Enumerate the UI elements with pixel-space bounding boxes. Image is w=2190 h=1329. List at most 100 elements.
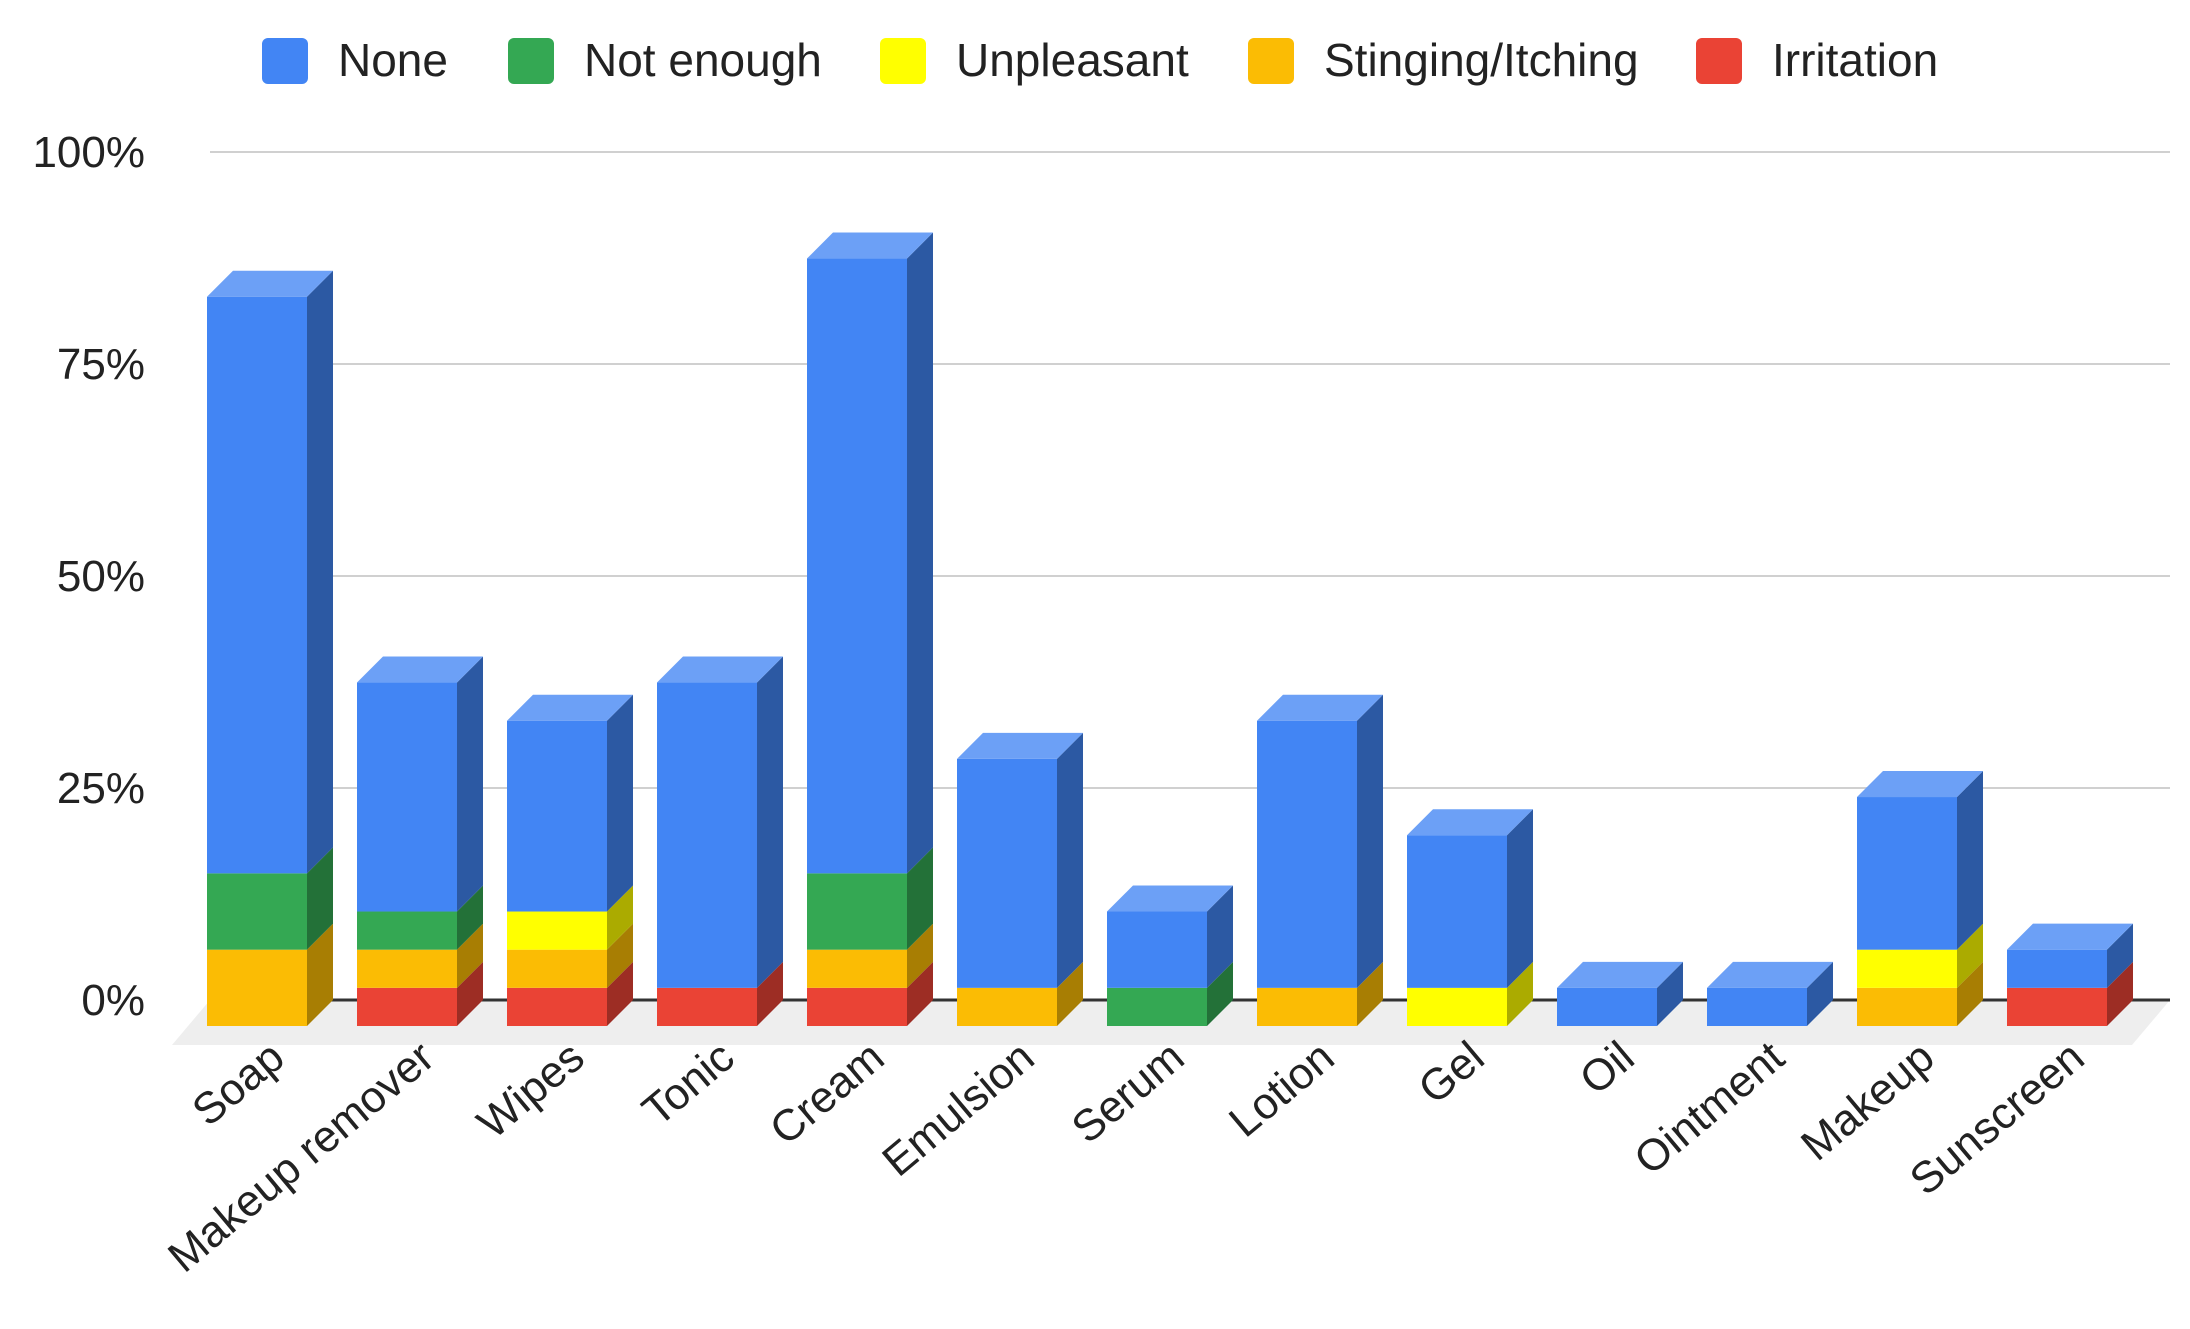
legend-item-unpleasant: Unpleasant bbox=[880, 34, 1189, 86]
bar-segment-unpleasant bbox=[1857, 949, 1957, 988]
bar-top-none bbox=[1557, 961, 1683, 988]
bar-segment-unpleasant bbox=[1407, 987, 1507, 1026]
y-tick-label: 0% bbox=[81, 976, 145, 1025]
bar-group-cream bbox=[807, 232, 933, 1026]
bar-top-none bbox=[507, 694, 633, 721]
bar-top-none bbox=[2007, 923, 2133, 950]
x-tick-label: Serum bbox=[1063, 1032, 1194, 1153]
bar-segment-stinging-itching bbox=[357, 949, 457, 988]
bar-side-stinging-itching bbox=[907, 923, 933, 988]
y-tick-label: 75% bbox=[57, 340, 145, 389]
bar-segment-irritation bbox=[507, 987, 607, 1026]
bar-segment-none bbox=[1107, 911, 1207, 988]
bar-group-wipes bbox=[507, 694, 633, 1026]
bar-segment-stinging-itching bbox=[1257, 987, 1357, 1026]
legend-swatch bbox=[880, 38, 926, 84]
bar-segment-none bbox=[207, 296, 307, 874]
bar-segment-none bbox=[1707, 987, 1807, 1026]
bar-top-none bbox=[1857, 771, 1983, 798]
y-axis-ticks: 0% 25% 50% 75% 100% bbox=[32, 128, 145, 1025]
y-tick-label: 25% bbox=[57, 764, 145, 813]
bar-side-none bbox=[607, 694, 633, 912]
bar-segment-irritation bbox=[2007, 987, 2107, 1026]
bar-side-none bbox=[1957, 771, 1983, 950]
bar-segment-none bbox=[807, 258, 907, 874]
bar-segment-none bbox=[2007, 949, 2107, 988]
bar-side-none bbox=[2107, 923, 2133, 988]
bar-side-none bbox=[757, 656, 783, 988]
bar-segment-irritation bbox=[357, 987, 457, 1026]
legend-swatch bbox=[508, 38, 554, 84]
legend-label: Not enough bbox=[584, 34, 822, 86]
bar-side-stinging-itching bbox=[457, 923, 483, 988]
bar-side-stinging-itching bbox=[607, 923, 633, 988]
bar-segment-stinging-itching bbox=[1857, 987, 1957, 1026]
bar-side-unpleasant bbox=[1957, 923, 1983, 988]
bar-side-unpleasant bbox=[607, 885, 633, 950]
bar-top-none bbox=[1107, 885, 1233, 912]
bar-side-irritation bbox=[907, 961, 933, 1026]
legend-label: None bbox=[338, 34, 448, 86]
bar-segment-stinging-itching bbox=[507, 949, 607, 988]
bar-side-none bbox=[1507, 809, 1533, 988]
bar-segment-none bbox=[1557, 987, 1657, 1026]
legend-swatch bbox=[1248, 38, 1294, 84]
bar-segment-irritation bbox=[657, 987, 757, 1026]
legend-item-none: None bbox=[262, 34, 448, 86]
bar-top-none bbox=[657, 656, 783, 683]
y-tick-label: 100% bbox=[32, 128, 145, 177]
legend-item-irritation: Irritation bbox=[1696, 34, 1938, 86]
bar-side-none bbox=[1057, 732, 1083, 988]
bar-segment-not-enough bbox=[357, 911, 457, 950]
bar-segment-stinging-itching bbox=[957, 987, 1057, 1026]
bars bbox=[207, 232, 2133, 1026]
legend-swatch bbox=[262, 38, 308, 84]
bar-side-stinging-itching bbox=[1057, 961, 1083, 1026]
legend: None Not enough Unpleasant Stinging/Itching… bbox=[262, 34, 1938, 86]
bar-segment-none bbox=[507, 720, 607, 912]
bar-side-not-enough bbox=[1207, 961, 1233, 1026]
x-tick-label: Soap bbox=[183, 1032, 293, 1136]
bar-group-makeup-remover bbox=[357, 656, 483, 1026]
legend-label: Irritation bbox=[1772, 34, 1938, 86]
bar-group-soap bbox=[207, 270, 333, 1026]
bar-group-emulsion bbox=[957, 732, 1083, 1026]
x-tick-label: Cream bbox=[761, 1032, 894, 1154]
legend-label: Stinging/Itching bbox=[1324, 34, 1639, 86]
bar-top-none bbox=[1707, 961, 1833, 988]
bar-side-irritation bbox=[2107, 961, 2133, 1026]
bar-group-lotion bbox=[1257, 694, 1383, 1026]
legend-swatch bbox=[1696, 38, 1742, 84]
bar-side-irritation bbox=[607, 961, 633, 1026]
bar-side-none bbox=[1807, 961, 1833, 1026]
bar-group-ointment bbox=[1707, 961, 1833, 1026]
bar-group-makeup bbox=[1857, 771, 1983, 1026]
bar-segment-unpleasant bbox=[507, 911, 607, 950]
bar-group-oil bbox=[1557, 961, 1683, 1026]
bar-side-none bbox=[1357, 694, 1383, 988]
bar-group-gel bbox=[1407, 809, 1533, 1026]
x-tick-label: Ointment bbox=[1625, 1032, 1793, 1184]
bar-segment-none bbox=[1407, 835, 1507, 988]
bar-segment-not-enough bbox=[207, 873, 307, 950]
bar-top-none bbox=[957, 732, 1083, 759]
bar-side-irritation bbox=[757, 961, 783, 1026]
bar-side-none bbox=[1657, 961, 1683, 1026]
bar-side-stinging-itching bbox=[1957, 961, 1983, 1026]
bar-side-none bbox=[307, 270, 333, 874]
bar-side-irritation bbox=[457, 961, 483, 1026]
bar-side-stinging-itching bbox=[1357, 961, 1383, 1026]
legend-item-not-enough: Not enough bbox=[508, 34, 822, 86]
bar-side-not-enough bbox=[907, 847, 933, 950]
x-tick-label: Emulsion bbox=[873, 1032, 1043, 1186]
bar-segment-none bbox=[657, 682, 757, 988]
bar-top-none bbox=[1407, 809, 1533, 836]
x-tick-label: Lotion bbox=[1220, 1032, 1343, 1147]
bar-top-none bbox=[1257, 694, 1383, 721]
bar-segment-none bbox=[957, 758, 1057, 988]
bar-side-none bbox=[457, 656, 483, 912]
bar-segment-none bbox=[357, 682, 457, 912]
bar-segment-stinging-itching bbox=[207, 949, 307, 1026]
